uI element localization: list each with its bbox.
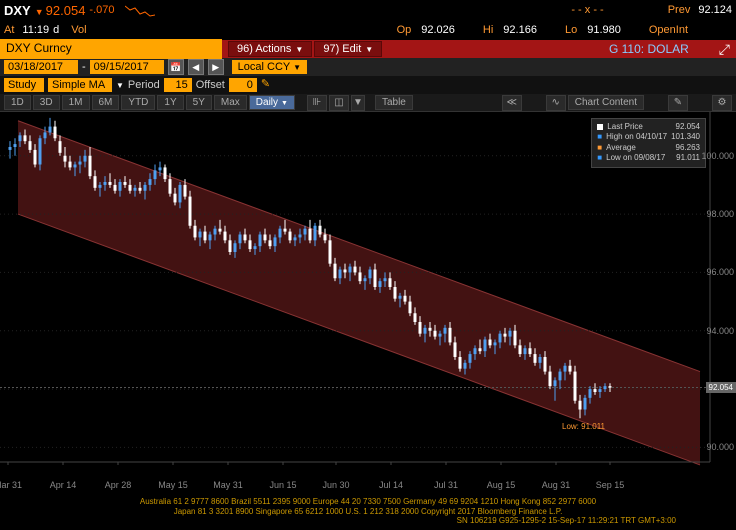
x-tick-label: Apr 14: [50, 480, 77, 490]
x-tick-label: Jul 14: [379, 480, 403, 490]
x-tick-label: Jun 30: [322, 480, 349, 490]
settings-icon[interactable]: ⚙: [712, 95, 732, 111]
date-from-input[interactable]: [4, 60, 78, 74]
tf-1m-button[interactable]: 1M: [62, 95, 90, 110]
tf-3d-button[interactable]: 3D: [33, 95, 60, 110]
tf-ytd-button[interactable]: YTD: [121, 95, 155, 110]
prev-icon[interactable]: ◀: [188, 59, 204, 75]
chart-content-button[interactable]: Chart Content: [568, 95, 644, 110]
x-tick-label: May 15: [158, 480, 188, 490]
legend-box: Last Price92.054 ■High on 04/10/17101.34…: [591, 118, 706, 168]
chart-title: G 110: DOLAR: [609, 42, 689, 56]
y-tick-label: 100.000: [701, 151, 734, 161]
prev-value: 92.124: [698, 4, 732, 16]
low-annotation: Low: 91.011: [562, 422, 605, 431]
prev-label: Prev: [668, 4, 691, 16]
edit-button[interactable]: 97) Edit▼: [314, 41, 382, 57]
vol-label: Vol: [71, 24, 86, 36]
time-value: 11:19: [22, 24, 49, 36]
footer: Australia 61 2 9777 8600 Brazil 5511 239…: [0, 495, 736, 528]
ma-input[interactable]: [48, 78, 112, 92]
x-tick-label: Apr 28: [105, 480, 132, 490]
ticker-symbol: DXY: [4, 3, 31, 18]
x-tick-label: Mar 31: [0, 480, 22, 490]
ticker-full-tab[interactable]: DXY Curncy: [0, 39, 222, 59]
local-ccy-button[interactable]: Local CCY ▼: [232, 60, 307, 74]
at-label: At: [4, 24, 14, 36]
x-tick-label: Sep 15: [596, 480, 625, 490]
annotate-icon[interactable]: ∿: [546, 95, 566, 111]
pencil-icon[interactable]: ✎: [261, 77, 277, 93]
chart-type-icon[interactable]: ⊪: [307, 95, 327, 111]
candle-icon[interactable]: ◫: [329, 95, 349, 111]
ohlc-bar: At 11:19 d Vol Op 92.026 Hi 92.166 Lo 91.98…: [0, 20, 736, 40]
lo-value: 91.980: [587, 24, 621, 36]
dropdown-icon[interactable]: ▼: [351, 95, 365, 111]
footer-line2: Japan 81 3 3201 8900 Singapore 65 6212 1…: [20, 507, 716, 517]
y-tick-label: 98.000: [706, 209, 734, 219]
offset-label: Offset: [196, 79, 225, 91]
calendar-icon[interactable]: 📅: [168, 59, 184, 75]
tf-6m-button[interactable]: 6M: [92, 95, 120, 110]
price-change: -.070: [89, 4, 114, 16]
date-to-input[interactable]: [90, 60, 164, 74]
x-tick-label: Jul 31: [434, 480, 458, 490]
y-tick-label: 90.000: [706, 442, 734, 452]
period-input[interactable]: [164, 78, 192, 92]
openint-label: OpenInt: [649, 24, 688, 36]
sparkline-icon: [125, 2, 155, 18]
hi-label: Hi: [483, 24, 493, 36]
timeframe-bar: 1D3D1M6MYTD1Y5YMax Daily▼ ⊪ ◫ ▼ Table ≪ …: [0, 94, 736, 112]
footer-line3: SN 106219 G925-1295-2 15-Sep-17 11:29:21…: [20, 516, 716, 526]
day-value: d: [53, 24, 59, 36]
hi-value: 92.166: [503, 24, 537, 36]
footer-line1: Australia 61 2 9777 8600 Brazil 5511 239…: [20, 497, 716, 507]
edit-chart-icon[interactable]: ✎: [668, 95, 688, 111]
tf-1y-button[interactable]: 1Y: [157, 95, 183, 110]
period-label: Period: [128, 79, 160, 91]
table-button[interactable]: Table: [375, 95, 413, 110]
rewind-icon[interactable]: ≪: [502, 95, 522, 111]
chevron-down-icon: ▼: [365, 45, 373, 54]
next-icon[interactable]: ▶: [208, 59, 224, 75]
action-bar: DXY Curncy 96) Actions▼ 97) Edit▼ G 110:…: [0, 40, 736, 58]
interval-daily-button[interactable]: Daily▼: [249, 95, 295, 110]
crosshair-label: - - x - -: [571, 4, 603, 16]
price-tag: 92.054: [706, 382, 736, 393]
expand-icon[interactable]: ⤢: [719, 41, 730, 58]
x-tick-label: Aug 15: [487, 480, 516, 490]
x-tick-label: May 31: [213, 480, 243, 490]
op-label: Op: [397, 24, 412, 36]
lo-label: Lo: [565, 24, 577, 36]
x-tick-label: Jun 15: [269, 480, 296, 490]
x-tick-label: Aug 31: [542, 480, 571, 490]
tf-5y-button[interactable]: 5Y: [186, 95, 212, 110]
y-tick-label: 94.000: [706, 326, 734, 336]
year-label: 2017: [340, 491, 358, 492]
chart-area[interactable]: Last Price92.054 ■High on 04/10/17101.34…: [0, 112, 736, 492]
study-input[interactable]: [4, 78, 44, 92]
last-price: 92.054: [35, 3, 86, 18]
tf-1d-button[interactable]: 1D: [4, 95, 31, 110]
tf-max-button[interactable]: Max: [214, 95, 247, 110]
actions-button[interactable]: 96) Actions▼: [228, 41, 312, 57]
date-range-bar: - 📅 ◀ ▶ Local CCY ▼: [0, 58, 736, 76]
chevron-down-icon: ▼: [295, 45, 303, 54]
op-value: 92.026: [421, 24, 455, 36]
study-bar: ▼ Period Offset ✎: [0, 76, 736, 94]
offset-input[interactable]: [229, 78, 257, 92]
y-tick-label: 96.000: [706, 267, 734, 277]
header-bar: DXY 92.054 -.070 - - x - - Prev 92.124: [0, 0, 736, 20]
